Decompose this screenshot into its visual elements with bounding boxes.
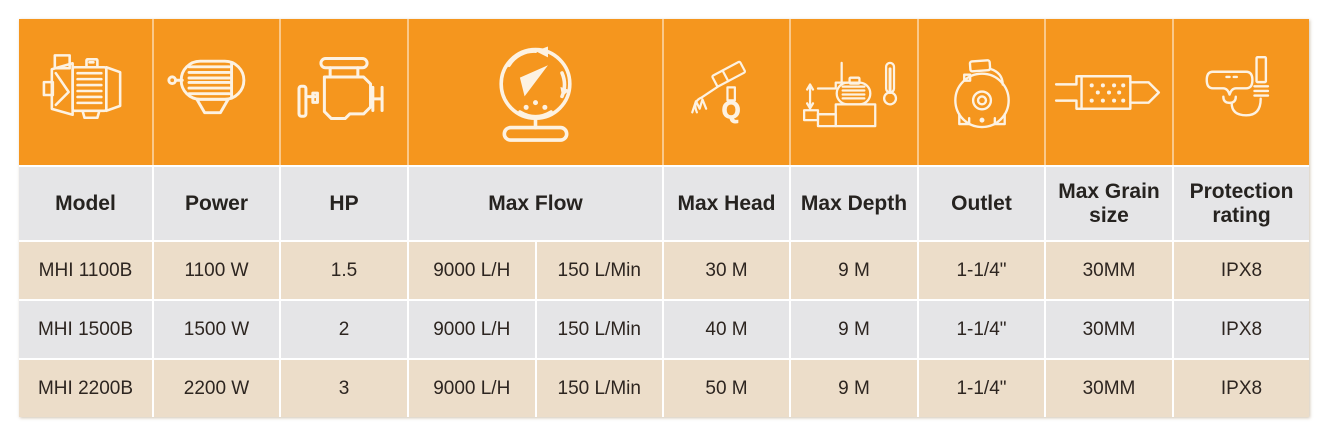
svg-text:Q: Q [721,97,740,124]
